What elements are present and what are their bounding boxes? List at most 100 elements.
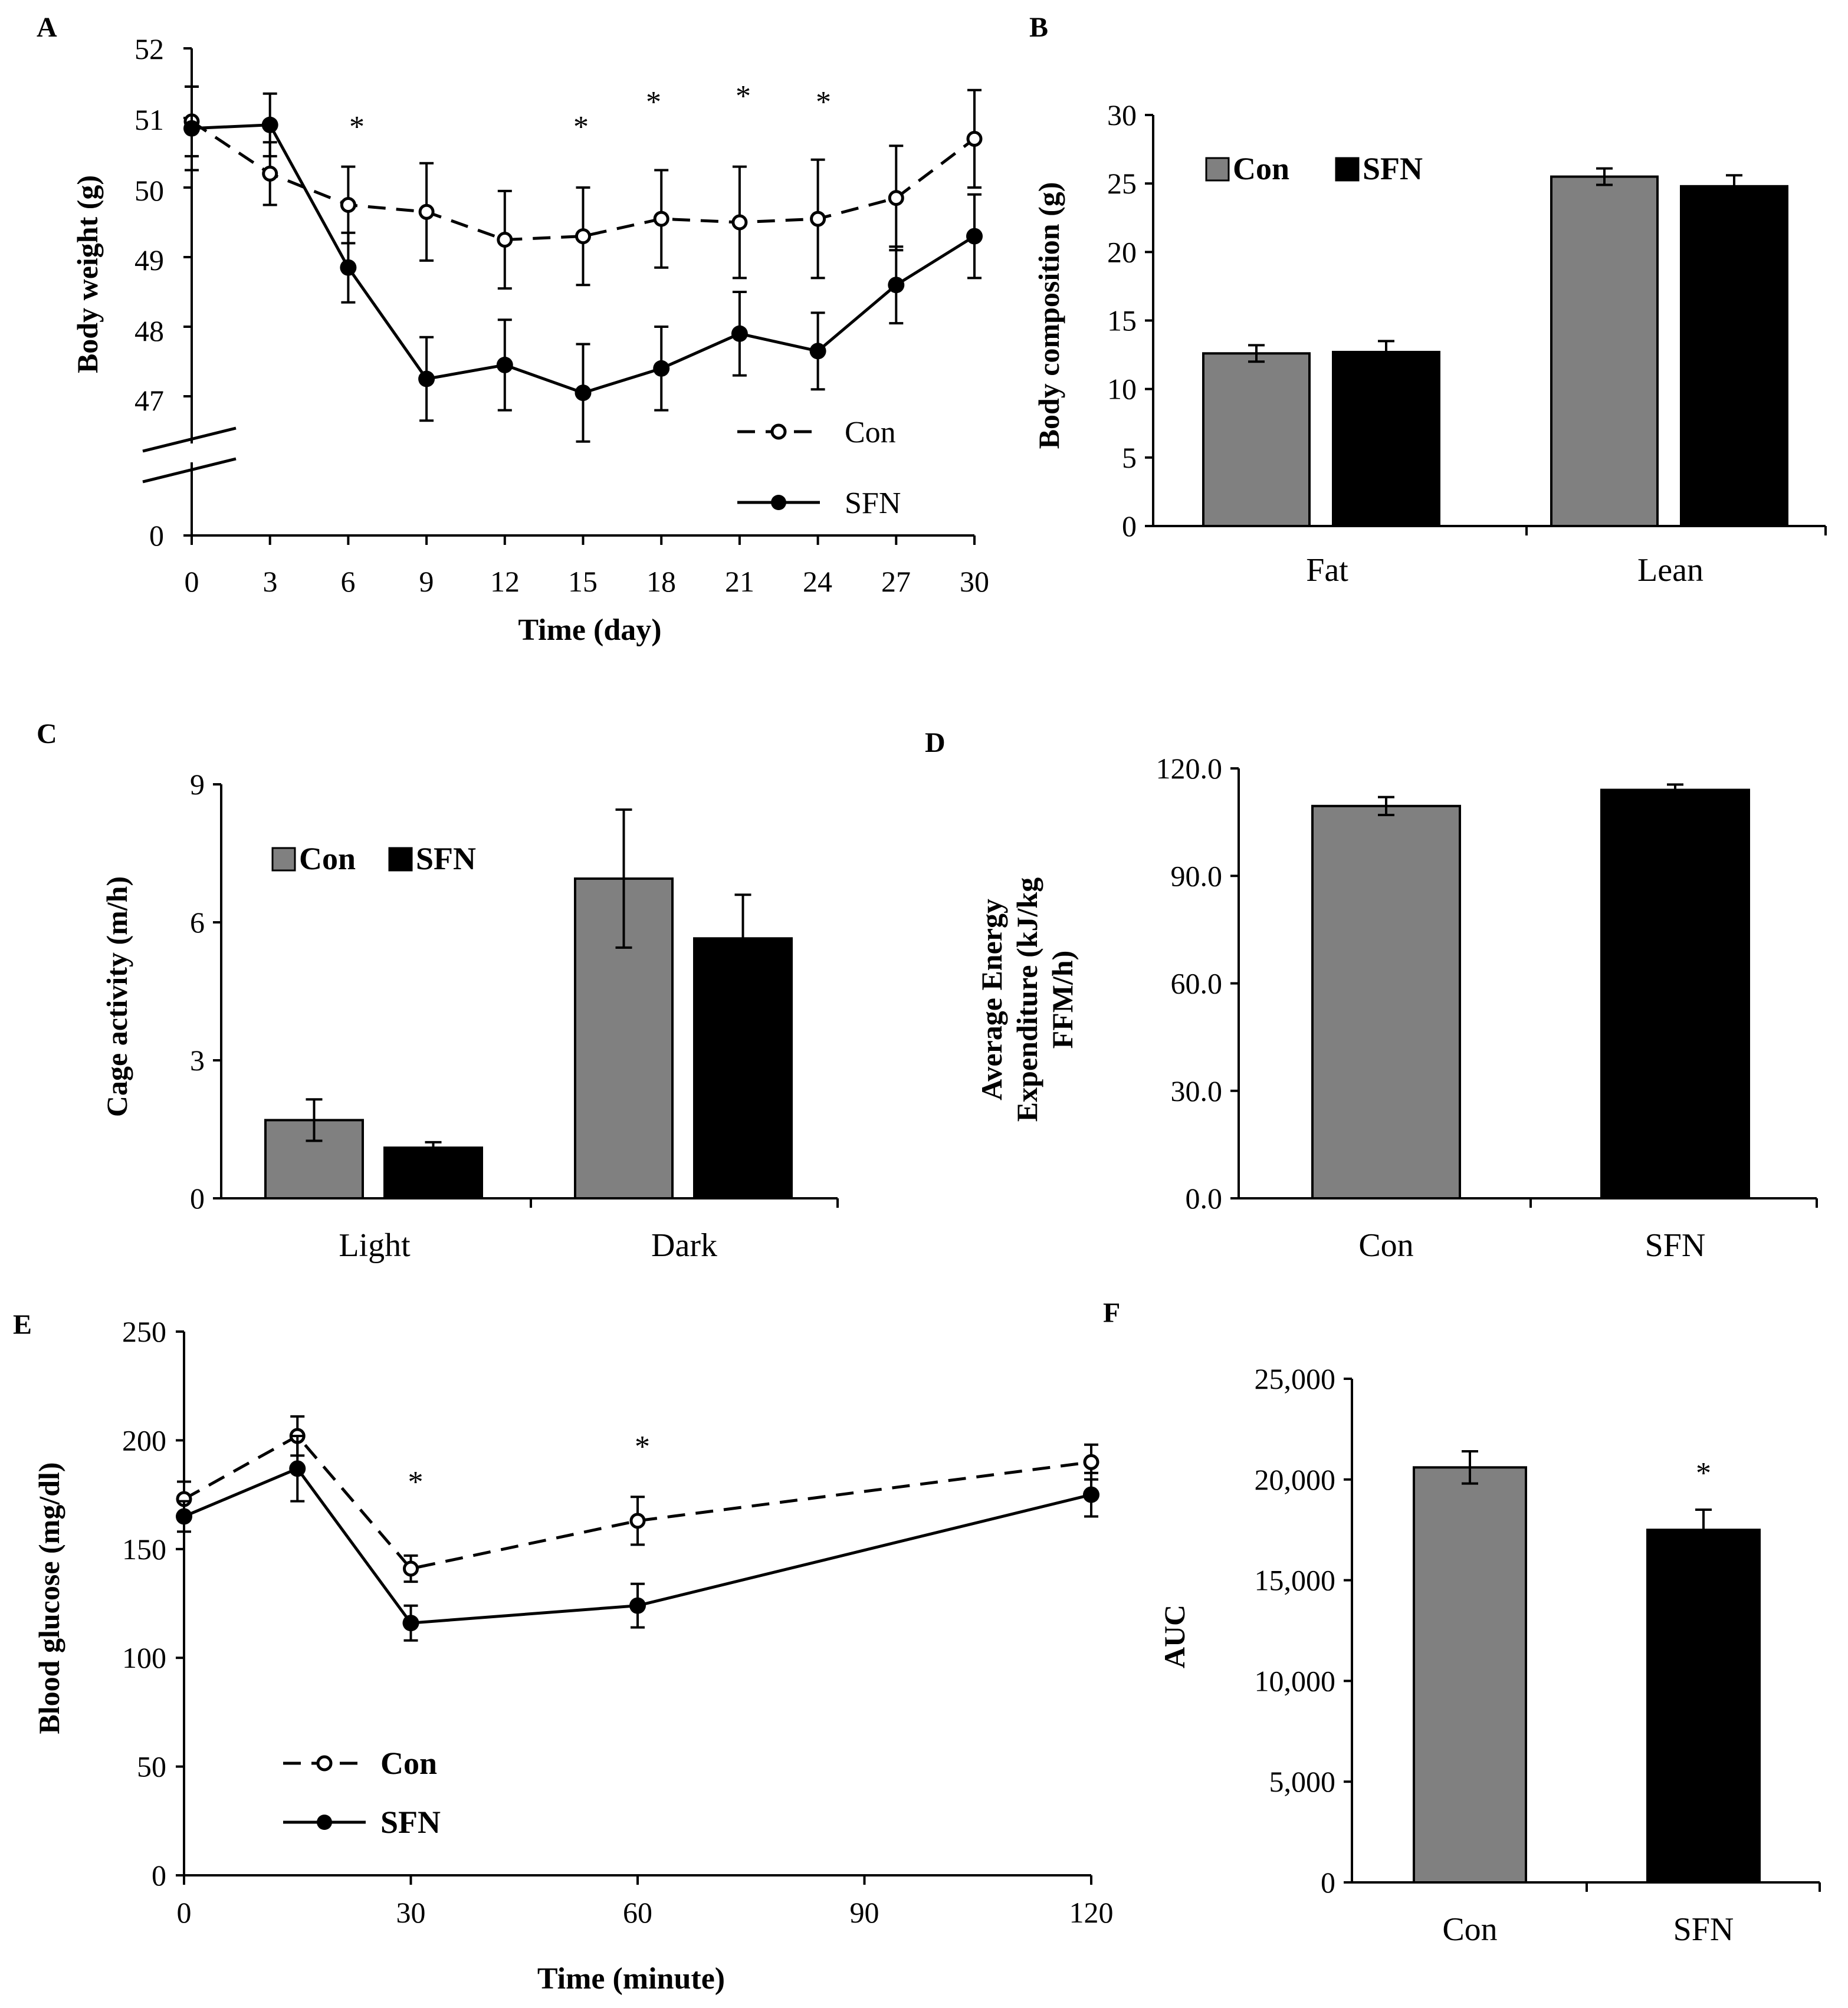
panel-e-xtick: 30 — [396, 1896, 426, 1929]
panel-b-label: B — [1029, 12, 1048, 43]
panel-c-y-label: Cage activity (m/h) — [100, 876, 133, 1117]
panel-f-ytick: 15,000 — [1255, 1564, 1336, 1597]
panel-a-point-sfn — [261, 116, 278, 133]
panel-b-ytick: 15 — [1107, 304, 1137, 337]
panel-a-xtick: 27 — [881, 565, 911, 598]
panel-d: D Average Energy Expenditure (kJ/kg FFM/… — [925, 727, 1818, 1264]
panel-a-point-sfn — [418, 370, 435, 387]
panel-d-category-sfn: SFN — [1645, 1227, 1706, 1264]
panel-e-y-label: Blood glucose (mg/dl) — [32, 1462, 65, 1734]
panel-d-bar-con — [1311, 804, 1461, 1199]
panel-b-category-fat: Fat — [1306, 552, 1348, 589]
panel-a-point-sfn — [888, 277, 905, 294]
panel-a-legend: Con SFN — [737, 416, 901, 520]
panel-e-point-con — [403, 1560, 419, 1577]
panel-d-y-label: Average Energy Expenditure (kJ/kg FFM/h) — [975, 878, 1079, 1122]
panel-c-label: C — [37, 718, 57, 750]
panel-e-series-line-con — [183, 1434, 1092, 1570]
panel-e-ytick: 0 — [152, 1859, 166, 1892]
panel-d-ytick: 60.0 — [1171, 967, 1223, 1000]
panel-a-point-con — [653, 211, 669, 227]
panel-f-category-con: Con — [1442, 1911, 1497, 1948]
panel-a: A Body weight (g) Time (day) 52 51 50 49… — [37, 12, 989, 647]
panel-d-ytick: 0.0 — [1186, 1182, 1223, 1215]
legend-con-marker — [770, 423, 787, 440]
panel-e-point-sfn — [629, 1597, 646, 1614]
panel-a-y-label: Body weight (g) — [71, 175, 104, 373]
panel-e-xtick: 0 — [177, 1896, 192, 1929]
panel-e-point-con — [1083, 1454, 1099, 1470]
panel-b-ytick: 0 — [1122, 510, 1137, 543]
panel-a-point-sfn — [653, 360, 670, 377]
panel-a-axis-break-mark — [142, 426, 237, 453]
panel-a-point-con — [888, 190, 904, 206]
panel-a-ytick: 49 — [134, 244, 164, 277]
panel-d-y-label-line-2: Expenditure (kJ/kg — [1010, 878, 1043, 1122]
panel-c-plot: 0 3 6 9 — [190, 768, 839, 1215]
panel-a-point-con — [262, 165, 278, 182]
panel-a-point-sfn — [809, 343, 826, 360]
panel-a-point-con — [575, 228, 591, 245]
legend-sfn-label: SFN — [380, 1805, 441, 1840]
panel-a-ytick: 0 — [149, 519, 164, 552]
panel-a-xtick: 24 — [803, 565, 832, 598]
legend-con-swatch — [1205, 157, 1230, 182]
panel-a-axis-break-gap — [187, 443, 196, 462]
panel-a-point-con — [966, 130, 983, 147]
panel-a-ytick: 47 — [134, 384, 164, 417]
panel-a-significance-star: * — [349, 110, 365, 144]
panel-b-ytick: 30 — [1107, 98, 1137, 132]
legend-sfn-marker — [771, 495, 786, 510]
panel-f-ytick: 20,000 — [1255, 1463, 1336, 1496]
panel-d-y-label-line-3: FFM/h) — [1046, 951, 1079, 1049]
legend-con-swatch — [271, 847, 296, 872]
panel-a-plot — [142, 47, 983, 545]
panel-f-bar-sfn — [1646, 1529, 1761, 1884]
panel-e-significance-star: * — [635, 1430, 650, 1464]
legend-sfn-marker — [317, 1815, 332, 1830]
panel-b-ytick: 5 — [1122, 441, 1137, 474]
panel-d-label: D — [925, 727, 946, 758]
panel-a-point-con — [497, 232, 513, 248]
panel-c-ytick: 3 — [190, 1044, 205, 1077]
panel-a-ytick: 51 — [134, 103, 164, 136]
panel-f-ytick: 10,000 — [1255, 1664, 1336, 1697]
panel-a-significance-star: * — [573, 110, 589, 144]
panel-a-point-sfn — [575, 384, 592, 402]
panel-a-xtick: 0 — [185, 565, 199, 598]
panel-d-ytick: 120.0 — [1156, 752, 1223, 785]
panel-b-bar-con — [1550, 175, 1659, 527]
panel-e-plot: 0 50 100 150 200 250 0 30 60 90 120 * * — [122, 1315, 1114, 1929]
legend-con-label: Con — [845, 416, 896, 449]
panel-f-plot: 0 5,000 10,000 15,000 20,000 25,000 * — [1255, 1362, 1821, 1899]
panel-d-plot: 0.0 30.0 60.0 90.0 120.0 — [1156, 752, 1818, 1215]
panel-c-ytick: 0 — [190, 1182, 205, 1215]
panel-c-ytick: 6 — [190, 906, 205, 939]
panel-c-bar-sfn — [383, 1146, 483, 1199]
legend-sfn-label: SFN — [845, 487, 901, 520]
panel-f-bar-con — [1413, 1466, 1527, 1884]
panel-a-xtick: 30 — [960, 565, 989, 598]
panel-e-point-sfn — [289, 1460, 306, 1477]
legend-con-label: Con — [1233, 151, 1289, 186]
legend-sfn-label: SFN — [416, 841, 476, 876]
panel-f-label: F — [1103, 1297, 1120, 1329]
panel-e-legend: Con SFN — [283, 1746, 441, 1840]
panel-f-category-sfn: SFN — [1673, 1911, 1734, 1948]
panel-e-xtick: 120 — [1069, 1896, 1114, 1929]
panel-a-significance-star: * — [736, 80, 751, 113]
panel-e-ytick: 150 — [122, 1533, 166, 1566]
panel-a-axis-break-mark — [142, 457, 237, 484]
legend-con-label: Con — [380, 1746, 437, 1781]
panel-a-label: A — [37, 12, 57, 43]
panel-e-point-sfn — [402, 1615, 419, 1632]
panel-a-significance-star: * — [646, 86, 661, 119]
panel-f-significance-star: * — [1696, 1457, 1711, 1490]
panel-e-xtick: 90 — [850, 1896, 879, 1929]
panel-b-bar-con — [1202, 352, 1311, 527]
panel-b-category-lean: Lean — [1637, 552, 1703, 589]
panel-d-category-con: Con — [1358, 1227, 1413, 1264]
panel-a-xtick: 6 — [341, 565, 356, 598]
panel-a-xtick: 3 — [263, 565, 278, 598]
legend-sfn-label: SFN — [1363, 151, 1423, 186]
